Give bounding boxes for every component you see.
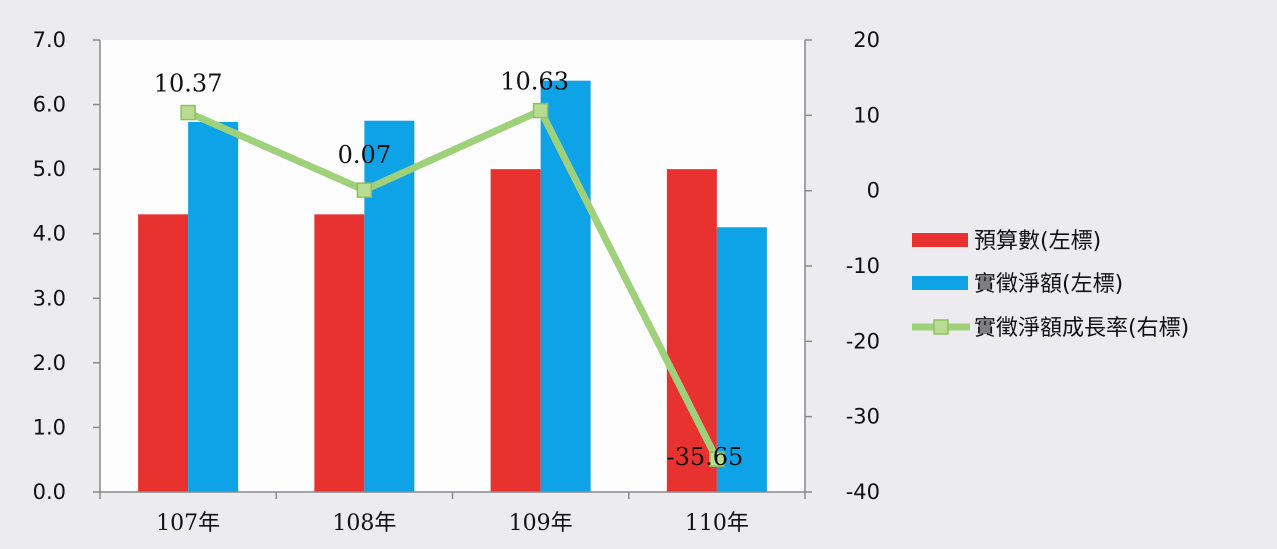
growth-rate-marker-0 <box>180 104 196 121</box>
legend: 預算數(左標) 實徵淨額(左標) 實徵淨額成長率(右標) <box>912 229 1189 341</box>
growth-line-layer <box>180 102 725 467</box>
legend-label-1: 實徵淨額(左標) <box>974 272 1123 297</box>
right-tick-label-6: 20 <box>853 28 880 52</box>
bar-budget-0 <box>138 214 189 493</box>
bar-actual-2 <box>540 80 591 493</box>
right-tick-label-1: -30 <box>846 405 880 429</box>
axes-layer: 0.0 1.0 2.0 3.0 4.0 5.0 6.0 7.0 -40 -30 -20 -10 0 10 2… <box>33 28 880 536</box>
left-tick-label-5: 5.0 <box>33 157 66 181</box>
growth-rate-label-3: -35.65 <box>666 443 743 471</box>
x-tick-label-2: 109年 <box>509 511 573 536</box>
x-tick-label-1: 108年 <box>332 511 396 536</box>
growth-rate-label-2: 10.63 <box>500 68 569 96</box>
growth-rate-line <box>184 107 721 463</box>
growth-rate-marker-3 <box>709 451 725 467</box>
x-tick-label-0: 107年 <box>156 511 220 536</box>
growth-rate-marker-2 <box>532 102 549 119</box>
right-tick-label-0: -40 <box>846 480 880 504</box>
legend-swatch-1 <box>912 276 968 290</box>
left-tick-label-4: 4.0 <box>33 222 66 246</box>
left-tick-label-0: 0.0 <box>33 480 66 504</box>
legend-swatch-0 <box>912 233 968 247</box>
right-tick-label-5: 10 <box>853 103 880 127</box>
right-tick-label-4: 0 <box>867 179 880 203</box>
left-tick-label-2: 2.0 <box>33 351 66 375</box>
legend-label-2: 實徵淨額成長率(右標) <box>974 316 1189 341</box>
left-tick-label-1: 1.0 <box>33 415 66 439</box>
bar-actual-0 <box>188 122 239 493</box>
growth-rate-label-1: 0.07 <box>338 141 391 169</box>
left-tick-label-6: 6.0 <box>33 93 66 117</box>
bars-layer <box>138 80 767 493</box>
right-tick-label-2: -20 <box>846 329 880 353</box>
left-tick-label-7: 7.0 <box>33 28 66 52</box>
bar-budget-1 <box>314 214 365 493</box>
legend-swatch-marker-2 <box>933 319 949 335</box>
legend-label-0: 預算數(左標) <box>974 229 1101 254</box>
x-tick-label-3: 110年 <box>685 511 749 536</box>
left-tick-label-3: 3.0 <box>33 286 66 310</box>
right-tick-label-3: -10 <box>846 254 880 278</box>
growth-rate-marker-1 <box>356 182 373 198</box>
data-labels-layer: 10.37 0.07 10.63 -35.65 <box>154 68 744 472</box>
bar-actual-3 <box>716 227 767 492</box>
bar-budget-2 <box>490 169 541 492</box>
growth-rate-label-0: 10.37 <box>154 70 223 98</box>
